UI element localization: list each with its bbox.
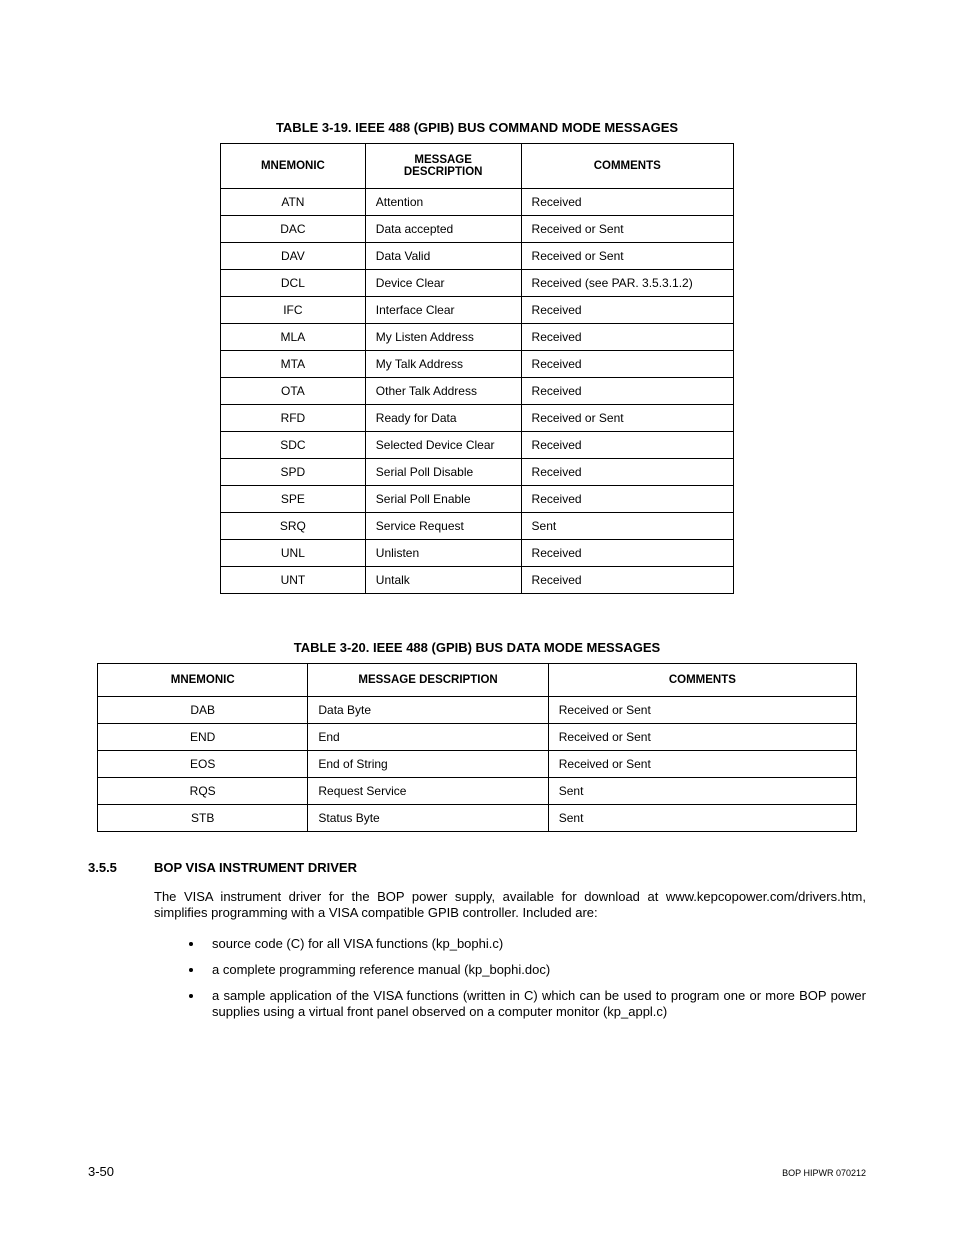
table-row: RQSRequest ServiceSent (98, 778, 857, 805)
table-row: MLAMy Listen AddressReceived (221, 324, 734, 351)
table-row: DACData acceptedReceived or Sent (221, 216, 734, 243)
table-row: ENDEndReceived or Sent (98, 724, 857, 751)
section-number: 3.5.5 (88, 860, 154, 875)
table-cell: End of String (308, 751, 548, 778)
table-row: IFCInterface ClearReceived (221, 297, 734, 324)
table-row: DCLDevice ClearReceived (see PAR. 3.5.3.… (221, 270, 734, 297)
table-row: DABData ByteReceived or Sent (98, 697, 857, 724)
table-cell: Sent (521, 513, 733, 540)
table-cell: DAC (221, 216, 366, 243)
table-cell: Data Byte (308, 697, 548, 724)
table-cell: DAB (98, 697, 308, 724)
table-cell: Untalk (365, 567, 521, 594)
table-cell: SPD (221, 459, 366, 486)
table-cell: Sent (548, 805, 856, 832)
table-cell: IFC (221, 297, 366, 324)
table-cell: Service Request (365, 513, 521, 540)
table-cell: MLA (221, 324, 366, 351)
table-cell: Received or Sent (548, 751, 856, 778)
table-cell: UNL (221, 540, 366, 567)
table-cell: Received (521, 189, 733, 216)
page-number: 3-50 (88, 1164, 114, 1179)
table-cell: DAV (221, 243, 366, 270)
table-cell: Received (521, 540, 733, 567)
list-item: source code (C) for all VISA functions (… (204, 936, 866, 952)
table-cell: Received or Sent (521, 243, 733, 270)
table-cell: Received (521, 378, 733, 405)
table-row: OTAOther Talk AddressReceived (221, 378, 734, 405)
table-cell: Received (521, 459, 733, 486)
list-item: a sample application of the VISA functio… (204, 988, 866, 1021)
table-cell: DCL (221, 270, 366, 297)
table-cell: Received (521, 432, 733, 459)
table-cell: Received or Sent (548, 697, 856, 724)
table-2-header-comments: COMMENTS (548, 664, 856, 697)
table-row: SRQService RequestSent (221, 513, 734, 540)
table-row: SPESerial Poll EnableReceived (221, 486, 734, 513)
table-1-title: TABLE 3-19. IEEE 488 (GPIB) BUS COMMAND … (88, 120, 866, 135)
section-heading: BOP VISA INSTRUMENT DRIVER (154, 860, 357, 875)
table-cell: Received or Sent (521, 405, 733, 432)
table-cell: MTA (221, 351, 366, 378)
table-cell: Interface Clear (365, 297, 521, 324)
table-cell: My Talk Address (365, 351, 521, 378)
table-1: MNEMONIC MESSAGEDESCRIPTION COMMENTS ATN… (220, 143, 734, 594)
table-1-header-mnemonic: MNEMONIC (221, 144, 366, 189)
table-cell: Data accepted (365, 216, 521, 243)
table-2: MNEMONIC MESSAGE DESCRIPTION COMMENTS DA… (97, 663, 857, 832)
table-cell: Ready for Data (365, 405, 521, 432)
table-cell: Other Talk Address (365, 378, 521, 405)
table-cell: Received or Sent (548, 724, 856, 751)
table-1-header-comments: COMMENTS (521, 144, 733, 189)
table-2-header-mnemonic: MNEMONIC (98, 664, 308, 697)
document-id: BOP HIPWR 070212 (782, 1168, 866, 1178)
table-cell: END (98, 724, 308, 751)
table-cell: EOS (98, 751, 308, 778)
table-cell: Attention (365, 189, 521, 216)
table-cell: Received (521, 486, 733, 513)
table-cell: Selected Device Clear (365, 432, 521, 459)
table-cell: Received or Sent (521, 216, 733, 243)
table-cell: Sent (548, 778, 856, 805)
table-cell: Serial Poll Enable (365, 486, 521, 513)
table-row: ATNAttentionReceived (221, 189, 734, 216)
table-cell: UNT (221, 567, 366, 594)
table-cell: Received (521, 351, 733, 378)
list-item: a complete programming reference manual … (204, 962, 866, 978)
table-cell: Device Clear (365, 270, 521, 297)
table-cell: My Listen Address (365, 324, 521, 351)
section-bullet-list: source code (C) for all VISA functions (… (154, 936, 866, 1021)
table-row: UNTUntalkReceived (221, 567, 734, 594)
table-row: MTAMy Talk AddressReceived (221, 351, 734, 378)
table-row: EOSEnd of StringReceived or Sent (98, 751, 857, 778)
table-cell: Received (521, 324, 733, 351)
table-cell: Data Valid (365, 243, 521, 270)
section-paragraph: The VISA instrument driver for the BOP p… (154, 889, 866, 922)
table-row: SDCSelected Device ClearReceived (221, 432, 734, 459)
table-row: UNLUnlistenReceived (221, 540, 734, 567)
table-cell: SRQ (221, 513, 366, 540)
table-cell: SPE (221, 486, 366, 513)
table-cell: End (308, 724, 548, 751)
table-cell: STB (98, 805, 308, 832)
table-cell: Status Byte (308, 805, 548, 832)
table-cell: Received (521, 297, 733, 324)
table-row: SPDSerial Poll DisableReceived (221, 459, 734, 486)
table-cell: Request Service (308, 778, 548, 805)
table-cell: OTA (221, 378, 366, 405)
table-row: DAVData ValidReceived or Sent (221, 243, 734, 270)
table-row: RFDReady for DataReceived or Sent (221, 405, 734, 432)
table-2-header-message-description: MESSAGE DESCRIPTION (308, 664, 548, 697)
table-cell: Serial Poll Disable (365, 459, 521, 486)
table-row: STBStatus ByteSent (98, 805, 857, 832)
table-2-title: TABLE 3-20. IEEE 488 (GPIB) BUS DATA MOD… (88, 640, 866, 655)
table-1-header-message-description: MESSAGEDESCRIPTION (365, 144, 521, 189)
table-cell: ATN (221, 189, 366, 216)
table-cell: RQS (98, 778, 308, 805)
table-cell: Received (see PAR. 3.5.3.1.2) (521, 270, 733, 297)
table-cell: Unlisten (365, 540, 521, 567)
table-cell: Received (521, 567, 733, 594)
table-cell: RFD (221, 405, 366, 432)
table-cell: SDC (221, 432, 366, 459)
